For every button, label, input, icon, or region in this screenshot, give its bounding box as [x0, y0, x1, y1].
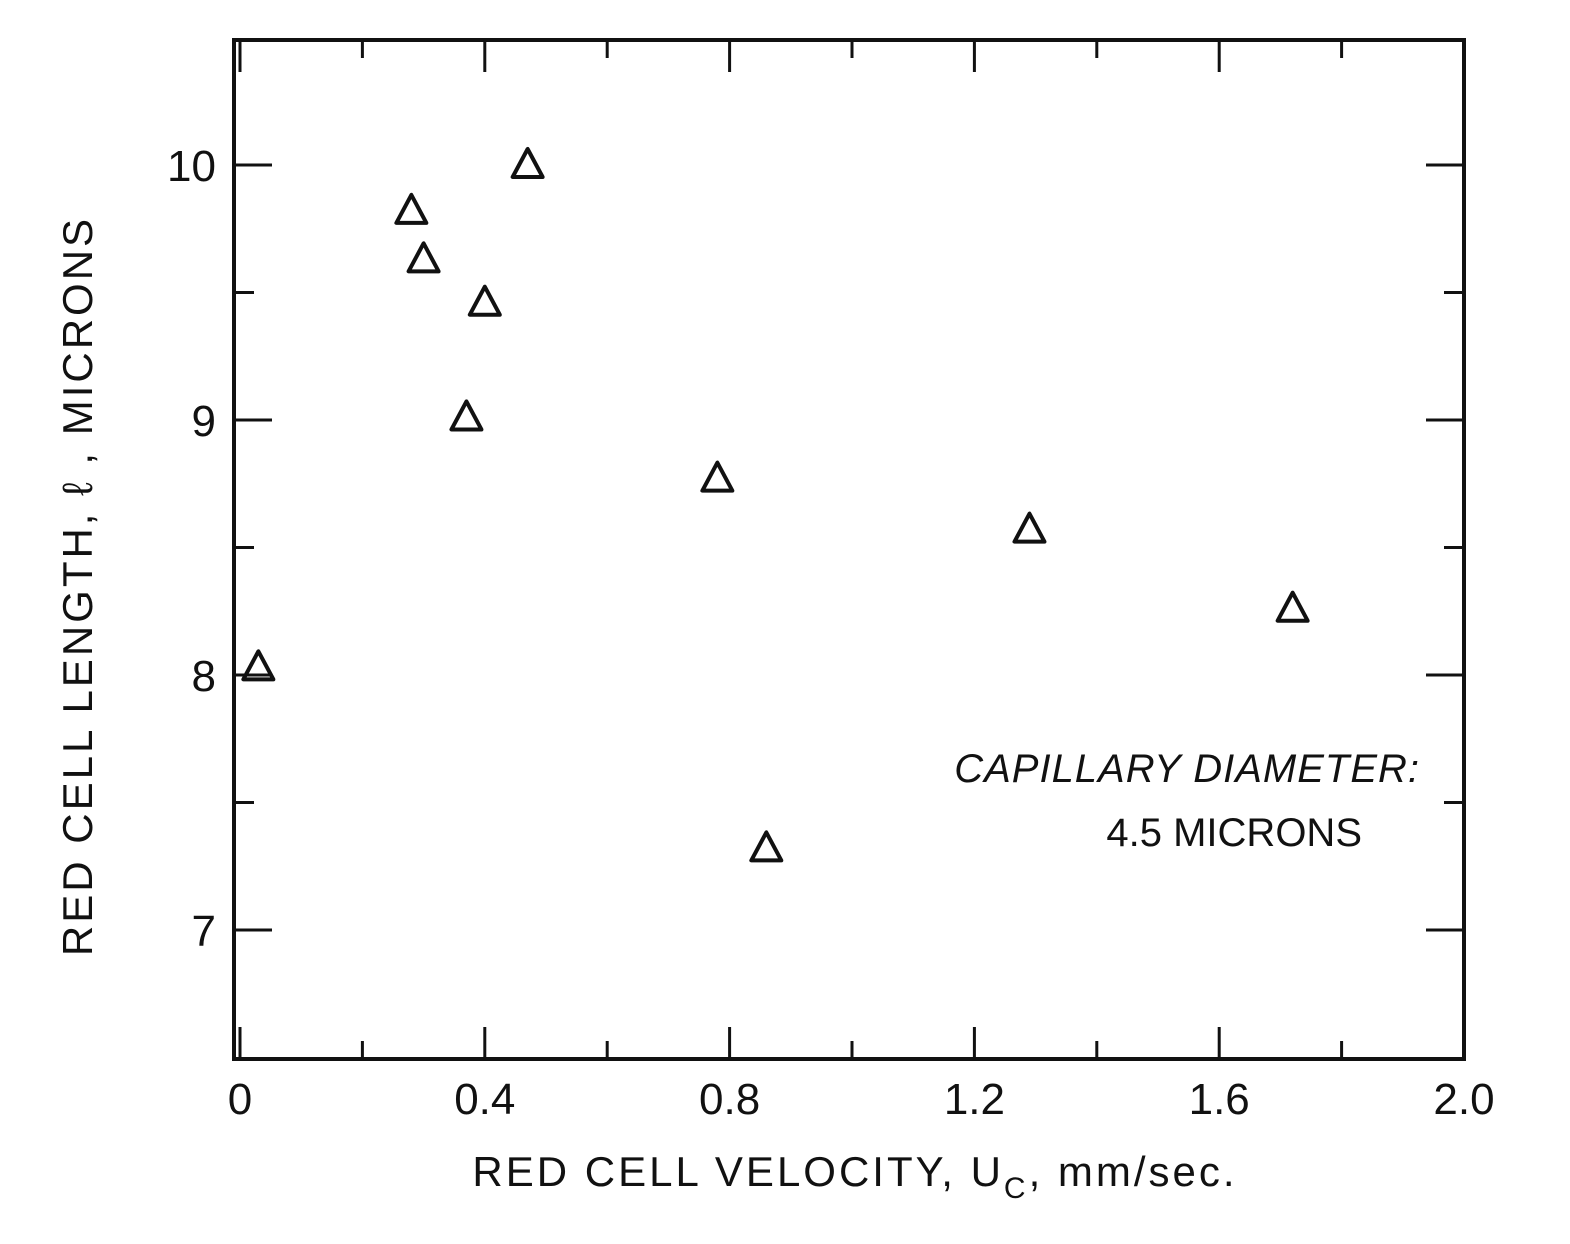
x-axis-title-main: RED CELL VELOCITY, U	[472, 1148, 1004, 1195]
x-tick-label: 0	[228, 1075, 252, 1124]
y-tick-label: 10	[167, 142, 216, 191]
x-tick-label: 2.0	[1433, 1075, 1494, 1124]
annotation-capillary-diameter: CAPILLARY DIAMETER:	[954, 747, 1420, 791]
data-point-triangle	[449, 399, 484, 432]
y-tick-label: 8	[192, 652, 216, 701]
x-tick-label: 1.2	[944, 1075, 1005, 1124]
data-point-triangle	[700, 460, 735, 493]
axis-tick-labels: 0 0.4 0.8 1.2 1.6 2.0 7 8 9 10	[167, 142, 1495, 1124]
y-tick-label: 7	[192, 907, 216, 956]
x-axis-title: RED CELL VELOCITY, UC, mm/sec.	[472, 1148, 1237, 1205]
data-point-triangle	[394, 192, 429, 225]
plot-frame	[232, 38, 1466, 1061]
data-point-triangle	[1012, 511, 1047, 544]
x-tick-label: 0.4	[454, 1075, 515, 1124]
data-point-triangle	[749, 830, 784, 863]
axis-ticks	[234, 40, 1466, 1059]
y-axis-title: RED CELL LENGTH, ℓ , MICRONS	[54, 216, 101, 956]
data-point-triangle	[241, 649, 276, 682]
data-points	[241, 147, 1310, 863]
x-tick-label: 0.8	[699, 1075, 760, 1124]
data-point-triangle	[510, 147, 545, 179]
x-tick-label: 1.6	[1189, 1075, 1250, 1124]
x-axis-title-subscript: C	[1004, 1172, 1029, 1205]
data-point-triangle	[1275, 590, 1310, 623]
annotation-diameter-value: 4.5 MICRONS	[1106, 811, 1362, 855]
data-point-triangle	[406, 241, 441, 274]
x-axis-title-unit: , mm/sec.	[1029, 1148, 1238, 1195]
y-tick-label: 9	[192, 397, 216, 446]
data-point-triangle	[467, 284, 502, 317]
